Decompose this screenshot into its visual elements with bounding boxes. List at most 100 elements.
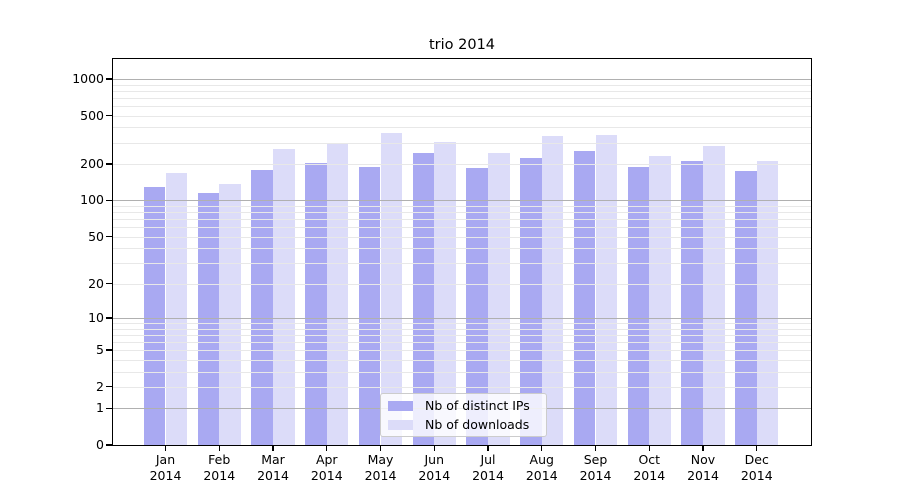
bar-distinct-ips <box>358 166 381 445</box>
bar-distinct-ips <box>681 161 703 445</box>
x-tick-month: Mar <box>261 452 285 467</box>
x-tick-mark <box>218 446 220 451</box>
x-tick-month: Nov <box>690 452 716 467</box>
bar-downloads <box>380 132 403 445</box>
bar-distinct-ips <box>251 169 273 445</box>
minor-gridline <box>113 105 811 107</box>
x-tick-month: Oct <box>638 452 661 467</box>
y-tick-label: 0 <box>96 437 104 452</box>
x-tick-mark <box>541 446 543 451</box>
bar-downloads <box>434 141 456 445</box>
bar-distinct-ips <box>735 171 757 445</box>
x-tick-label: Jul 2014 <box>456 452 520 483</box>
x-tick-mark <box>487 446 489 451</box>
minor-gridline <box>113 334 811 336</box>
y-tick-mark <box>106 115 112 117</box>
x-tick-mark <box>648 446 650 451</box>
y-tick-mark <box>106 349 112 351</box>
major-gridline <box>113 78 811 80</box>
bar-distinct-ips <box>143 186 166 445</box>
legend-swatch-downloads <box>388 419 413 430</box>
y-tick-label: 1000 <box>72 70 104 86</box>
minor-gridline <box>113 371 811 373</box>
x-tick-mark <box>594 446 597 451</box>
plot-area <box>113 59 811 445</box>
x-tick-month: May <box>367 452 394 467</box>
minor-gridline <box>113 164 811 165</box>
minor-gridline <box>113 283 811 285</box>
x-tick-label: Jun 2014 <box>402 452 466 483</box>
bar-distinct-ips <box>573 150 596 445</box>
x-tick-year: 2014 <box>633 467 666 483</box>
x-tick-year: 2014 <box>472 467 504 483</box>
x-tick-month: Jul <box>480 452 496 467</box>
x-tick-year: 2014 <box>579 467 612 483</box>
bar-downloads <box>541 136 564 445</box>
x-tick-label: Oct 2014 <box>617 452 681 483</box>
y-tick-label: 50 <box>88 228 104 244</box>
bar-downloads <box>165 172 188 445</box>
bar-downloads <box>273 149 295 445</box>
legend-label-distinct-ips: Nb of distinct IPs <box>425 398 530 413</box>
y-tick-mark <box>106 199 112 202</box>
x-tick-year: 2014 <box>418 467 451 483</box>
x-tick-month: Jun <box>424 452 445 467</box>
bar-downloads <box>326 143 349 445</box>
major-gridline <box>113 200 811 202</box>
x-tick-month: Apr <box>315 452 338 467</box>
minor-gridline <box>113 127 811 129</box>
bar-downloads <box>703 146 725 445</box>
x-tick-year: 2014 <box>310 467 343 483</box>
x-tick-year: 2014 <box>525 467 558 483</box>
minor-gridline <box>113 248 811 250</box>
x-tick-year: 2014 <box>203 467 236 483</box>
x-tick-label: Nov 2014 <box>671 452 735 483</box>
x-tick-year: 2014 <box>149 467 182 483</box>
x-tick-year: 2014 <box>687 467 719 483</box>
x-tick-month: Dec <box>744 452 769 467</box>
y-tick-label: 500 <box>80 107 104 123</box>
minor-gridline <box>113 212 811 214</box>
y-tick-label: 10 <box>88 309 104 325</box>
y-tick-mark <box>106 163 112 165</box>
legend-item-distinct-ips: Nb of distinct IPs <box>381 396 546 415</box>
minor-gridline <box>113 90 811 92</box>
minor-gridline <box>113 236 811 238</box>
x-tick-mark <box>702 446 704 451</box>
legend: Nb of distinct IPs Nb of downloads <box>380 393 547 437</box>
minor-gridline <box>113 115 811 117</box>
x-tick-label: Aug 2014 <box>510 452 574 483</box>
x-tick-mark <box>756 446 758 451</box>
y-tick-mark <box>106 407 112 409</box>
y-tick-mark <box>106 283 112 285</box>
x-tick-mark <box>379 446 382 451</box>
x-tick-year: 2014 <box>257 467 289 483</box>
chart-title: trio 2014 <box>428 37 496 53</box>
legend-item-downloads: Nb of downloads <box>381 415 546 434</box>
x-tick-label: Dec 2014 <box>725 452 789 483</box>
minor-gridline <box>113 97 811 99</box>
major-gridline <box>113 317 811 319</box>
x-tick-mark <box>164 446 167 451</box>
x-tick-mark <box>272 446 274 451</box>
bar-downloads <box>219 183 241 445</box>
x-tick-label: Jan 2014 <box>134 452 198 483</box>
y-tick-label: 20 <box>88 275 104 291</box>
minor-gridline <box>113 205 811 207</box>
minor-gridline <box>113 341 811 343</box>
bar-downloads <box>595 135 618 445</box>
x-tick-label: Apr 2014 <box>295 452 359 483</box>
x-tick-month: Sep <box>583 452 608 467</box>
x-tick-mark <box>433 446 435 451</box>
y-tick-label: 5 <box>96 342 104 358</box>
y-tick-mark <box>106 317 112 319</box>
bar-downloads <box>756 161 779 445</box>
minor-gridline <box>113 386 811 388</box>
bar-downloads <box>649 155 671 445</box>
x-tick-label: Mar 2014 <box>241 452 305 483</box>
y-tick-mark <box>106 236 112 238</box>
legend-swatch-distinct-ips <box>388 400 413 411</box>
y-tick-mark <box>106 386 112 388</box>
y-tick-mark <box>106 78 112 80</box>
